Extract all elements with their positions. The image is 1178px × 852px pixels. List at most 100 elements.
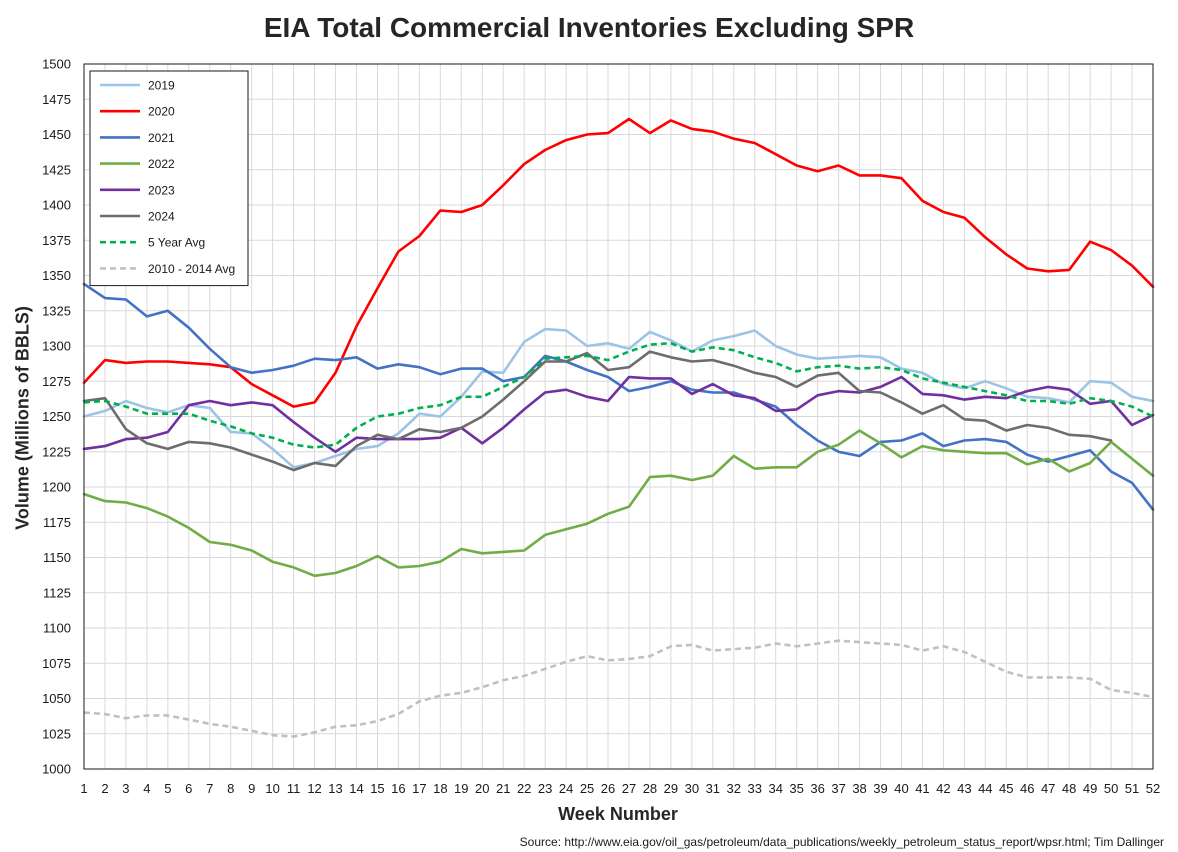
y-tick-label: 1400 [42, 198, 71, 213]
data-point [124, 361, 128, 365]
data-point [501, 426, 505, 430]
legend-label: 2021 [148, 131, 175, 145]
data-point [627, 389, 631, 393]
series-2021 [82, 282, 1155, 511]
data-point [1067, 388, 1071, 392]
data-point [1004, 440, 1008, 444]
y-tick-label: 1225 [42, 444, 71, 459]
data-point [774, 344, 778, 348]
data-point [124, 405, 128, 409]
x-tick-label: 44 [978, 781, 992, 796]
data-point [1046, 675, 1050, 679]
data-point [417, 365, 421, 369]
data-point [250, 453, 254, 457]
data-point [103, 499, 107, 503]
data-point [962, 450, 966, 454]
data-point [229, 725, 233, 729]
data-point [522, 548, 526, 552]
data-point [229, 543, 233, 547]
data-point [103, 296, 107, 300]
data-point [1025, 395, 1029, 399]
data-point [564, 355, 568, 359]
data-point [459, 691, 463, 695]
data-point [837, 389, 841, 393]
data-point [166, 360, 170, 364]
data-point [1088, 461, 1092, 465]
data-point [103, 712, 107, 716]
data-point [166, 412, 170, 416]
data-point [145, 713, 149, 717]
data-point [920, 371, 924, 375]
data-point [753, 371, 757, 375]
x-tick-label: 50 [1104, 781, 1118, 796]
data-point [1109, 248, 1113, 252]
data-point [879, 385, 883, 389]
data-point [711, 338, 715, 342]
data-point [438, 209, 442, 213]
data-point [1088, 396, 1092, 400]
data-point [585, 133, 589, 137]
legend-item: 2024 [100, 210, 175, 224]
data-point [920, 412, 924, 416]
data-point [1046, 457, 1050, 461]
data-point [1046, 385, 1050, 389]
data-point [816, 374, 820, 378]
x-tick-label: 8 [227, 781, 234, 796]
data-point [543, 148, 547, 152]
data-point [606, 399, 610, 403]
data-point [1067, 454, 1071, 458]
data-point [1088, 677, 1092, 681]
data-point [564, 138, 568, 142]
y-tick-label: 1150 [43, 550, 71, 565]
data-point [795, 644, 799, 648]
data-point [501, 183, 505, 187]
chart-title: EIA Total Commercial Inventories Excludi… [263, 12, 915, 43]
data-point [690, 360, 694, 364]
data-point [774, 642, 778, 646]
data-point [858, 640, 862, 644]
data-point [920, 444, 924, 448]
data-point [229, 424, 233, 428]
data-point [271, 403, 275, 407]
data-point [187, 326, 191, 330]
data-point [669, 341, 673, 345]
x-tick-label: 30 [685, 781, 699, 796]
data-point [837, 364, 841, 368]
series-line [82, 350, 1113, 472]
series-2022 [82, 429, 1155, 578]
x-tick-label: 5 [164, 781, 171, 796]
x-tick-label: 10 [265, 781, 279, 796]
data-point [187, 440, 191, 444]
data-point [585, 654, 589, 658]
y-tick-label: 1050 [42, 691, 71, 706]
data-point [166, 430, 170, 434]
x-tick-label: 32 [727, 781, 741, 796]
data-point [292, 735, 296, 739]
data-point [753, 646, 757, 650]
data-point [354, 436, 358, 440]
x-tick-label: 9 [248, 781, 255, 796]
x-tick-label: 39 [873, 781, 887, 796]
legend-item: 2010 - 2014 Avg [100, 262, 235, 276]
legend-label: 2020 [148, 105, 175, 119]
data-point [145, 406, 149, 410]
data-point [1004, 670, 1008, 674]
x-tick-label: 41 [915, 781, 929, 796]
data-point [501, 371, 505, 375]
data-point [941, 448, 945, 452]
data-point [271, 460, 275, 464]
data-point [417, 412, 421, 416]
data-point [983, 451, 987, 455]
data-point [648, 654, 652, 658]
y-tick-label: 1000 [42, 762, 71, 777]
data-point [375, 719, 379, 723]
data-point [606, 131, 610, 135]
data-point [1109, 399, 1113, 403]
data-point [208, 406, 212, 410]
series-line [82, 117, 1155, 408]
series-2019 [82, 327, 1155, 469]
data-point [837, 164, 841, 168]
data-point [627, 657, 631, 661]
x-tick-label: 28 [643, 781, 657, 796]
data-point [334, 450, 338, 454]
